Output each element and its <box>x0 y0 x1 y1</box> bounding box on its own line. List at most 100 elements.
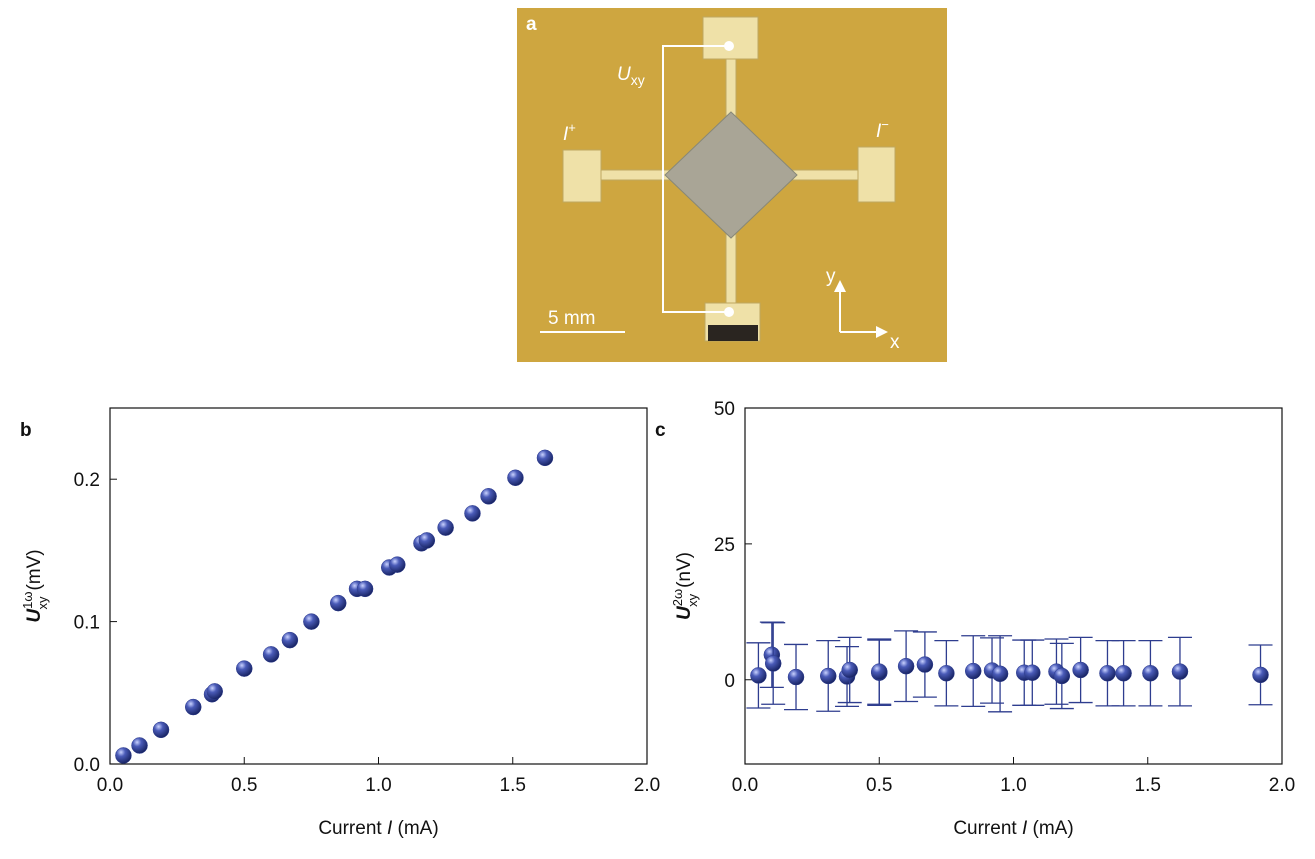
x-label-part: Current <box>953 818 1017 839</box>
x-tick-label: 0.0 <box>97 775 123 796</box>
symbol: I <box>876 121 882 142</box>
x-tick-label: 1.0 <box>1000 775 1026 796</box>
data-point <box>1115 664 1132 682</box>
current-plus-label: I+ <box>563 120 576 145</box>
symbol: U <box>674 605 695 620</box>
sample <box>664 111 798 239</box>
plot-frame <box>744 407 1283 765</box>
x-tick-label: 2.0 <box>1269 775 1295 796</box>
data-point <box>764 655 782 672</box>
arrow-head <box>876 326 888 338</box>
voltage-label: Uxy <box>617 64 645 88</box>
data-point <box>152 721 170 739</box>
data-point <box>938 664 955 682</box>
x-tick-label: 0.5 <box>231 775 257 796</box>
data-point <box>437 519 454 536</box>
data-point <box>536 449 554 467</box>
pad-left <box>562 149 602 203</box>
contact-shadow <box>708 325 758 341</box>
data-point <box>964 662 982 680</box>
y-tick-label: 0.0 <box>74 755 100 776</box>
axis-label: x <box>890 332 900 353</box>
data-point <box>206 683 223 700</box>
y-tick-label: 0.2 <box>74 470 100 491</box>
superscript: + <box>568 120 576 135</box>
x-tick-label: 2.0 <box>634 775 660 796</box>
superscript: 2ω <box>670 589 685 606</box>
data-point <box>787 668 805 686</box>
symbol: U <box>617 64 631 85</box>
lead-bottom <box>725 229 737 311</box>
data-point <box>841 661 858 679</box>
x-tick-label: 0.0 <box>732 775 758 796</box>
data-point <box>991 665 1009 683</box>
data-point <box>1171 663 1189 680</box>
data-point <box>262 646 280 663</box>
x-tick-label: 1.5 <box>500 775 526 796</box>
contact-dot <box>724 307 734 317</box>
x-label-part: Current <box>318 818 382 839</box>
y-axis-label: U2ωxy (nV) <box>670 552 700 620</box>
arrow-head <box>834 280 846 292</box>
data-point <box>750 667 767 684</box>
subscript: xy <box>631 72 645 88</box>
y-axis-label: U1ωxy (mV) <box>20 549 50 622</box>
pad-right <box>857 146 896 203</box>
x-label-part: I <box>1022 818 1028 839</box>
data-point <box>897 657 915 675</box>
data-point <box>480 488 497 505</box>
data-point <box>1072 661 1089 679</box>
data-point <box>131 737 148 754</box>
data-point <box>281 631 299 649</box>
data-point <box>819 667 837 685</box>
data-point <box>303 613 320 630</box>
x-tick-label: 1.5 <box>1135 775 1161 796</box>
symbol: U <box>24 608 45 623</box>
axis-label: y <box>826 266 836 287</box>
voltage-wire <box>662 45 728 313</box>
x-label-part: I <box>387 818 393 839</box>
pad-top <box>702 16 759 60</box>
data-point <box>464 505 481 522</box>
axis-arrows <box>839 288 880 333</box>
data-point <box>236 660 253 677</box>
panel-label: a <box>526 14 537 35</box>
y-tick-label: 25 <box>714 535 735 556</box>
y-tick-label: 0.1 <box>74 613 100 634</box>
data-point <box>115 747 132 764</box>
contact-dot <box>724 41 734 51</box>
data-point <box>916 656 934 673</box>
superscript: 1ω <box>20 592 35 609</box>
scale-label: 5 mm <box>548 308 596 329</box>
x-tick-label: 0.5 <box>866 775 892 796</box>
data-point <box>1099 664 1116 682</box>
subscript: xy <box>35 596 50 610</box>
x-axis-label: Current I (mA) <box>318 818 438 839</box>
x-tick-label: 1.0 <box>365 775 391 796</box>
photo: a Uxy I+ I− 5 mm y x <box>517 8 947 362</box>
unit: (mV) <box>24 549 45 590</box>
data-point <box>329 594 347 612</box>
unit: (nV) <box>674 552 695 588</box>
superscript: − <box>881 117 889 132</box>
data-point <box>418 532 436 549</box>
y-tick-label: 50 <box>714 399 735 420</box>
x-label-part: (mA) <box>398 818 439 839</box>
data-point <box>389 556 406 573</box>
symbol: I <box>563 124 569 145</box>
current-minus-label: I− <box>876 117 889 142</box>
data-point <box>1142 664 1159 682</box>
x-axis-label: Current I (mA) <box>953 818 1073 839</box>
data-point <box>871 663 888 680</box>
data-point <box>1053 667 1071 685</box>
data-point <box>184 698 202 716</box>
x-label-part: (mA) <box>1033 818 1074 839</box>
y-tick-label: 0 <box>724 671 735 692</box>
data-point <box>507 469 524 487</box>
data-point <box>1252 666 1269 684</box>
panel-label: b <box>20 420 32 441</box>
subscript: xy <box>685 593 700 607</box>
panel-label: c <box>655 420 666 441</box>
